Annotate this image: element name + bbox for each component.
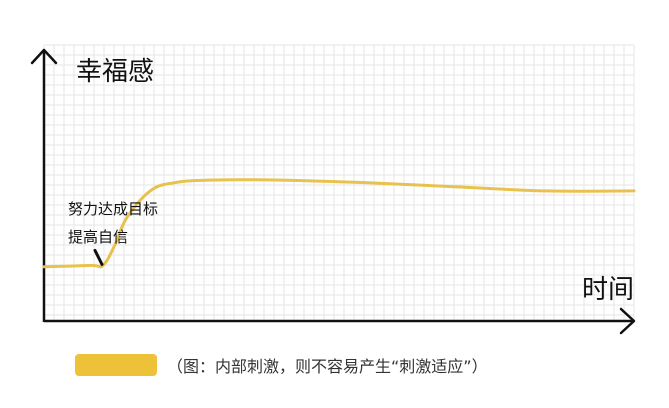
annotation-marker-icon	[93, 248, 104, 266]
y-axis-title: 幸福感	[76, 57, 154, 87]
series-line	[42, 178, 636, 269]
x-axis-title: 时间	[582, 275, 634, 305]
y-axis-arrow-icon	[30, 48, 58, 65]
annotation-line-1: 努力达成目标	[68, 200, 158, 218]
grid-lines	[43, 44, 635, 320]
legend-swatch	[75, 354, 157, 376]
legend: （图：内部刺激，则不容易产生“刺激适应”）	[75, 352, 488, 378]
x-axis-arrow-icon	[619, 307, 636, 335]
annotation-line-2: 提高自信	[68, 228, 128, 246]
legend-text: （图：内部刺激，则不容易产生“刺激适应”）	[167, 357, 488, 376]
